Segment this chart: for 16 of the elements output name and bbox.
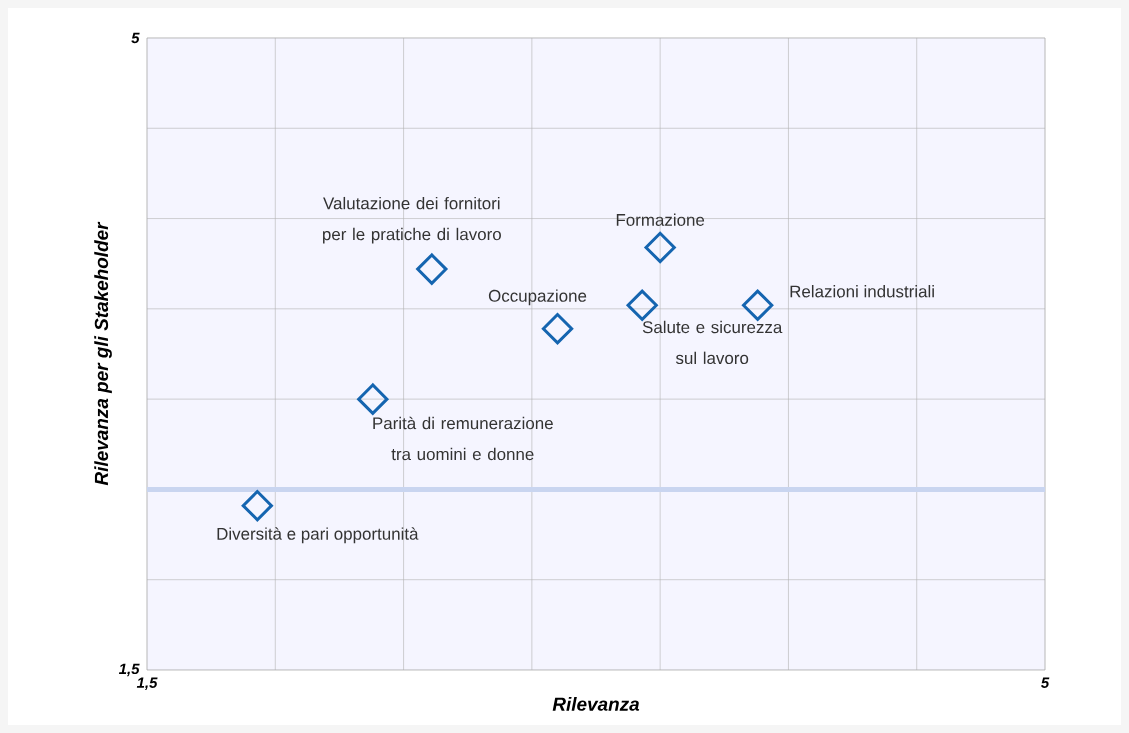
annotation: Formazione [616,213,705,226]
annotation: Salute e sicurezza sul lavoro [642,320,783,365]
point [626,289,658,321]
annotation: Diversità e pari opportunità [217,527,419,544]
annotation: Relazioni industriali [790,285,934,298]
point [644,231,676,264]
point [742,289,774,321]
annotation: Occupazione [488,289,587,306]
point [241,490,273,522]
x-axis-title: Rilevanza [552,696,640,711]
point [357,383,389,415]
point [541,313,574,345]
y-axis-title: Rilevanza per gli Stakeholder [94,221,112,486]
annotation: Valutazione dei fornitori per le pratiche di lavoro [323,196,501,244]
point [416,253,448,285]
annotation: Parità di remunerazione tra uomini e donne [373,416,553,461]
